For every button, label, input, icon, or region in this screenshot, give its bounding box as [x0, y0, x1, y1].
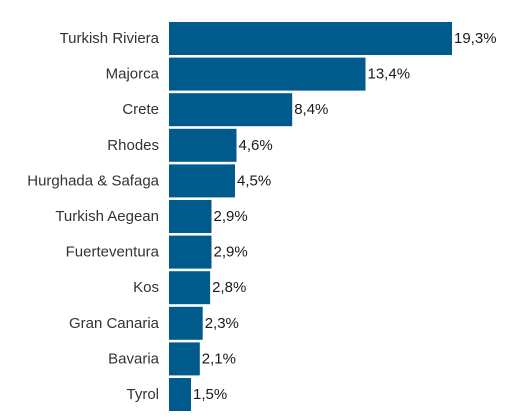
category-label: Turkish Riviera: [60, 30, 160, 47]
bar: [169, 93, 293, 127]
value-label: 2,9%: [214, 244, 248, 261]
value-label: 19,3%: [454, 30, 497, 47]
value-label: 4,6%: [239, 137, 273, 154]
bar: [169, 342, 200, 376]
value-label: 13,4%: [368, 66, 411, 83]
value-label: 1,5%: [193, 386, 227, 403]
value-label: 2,9%: [214, 208, 248, 225]
category-label: Kos: [133, 279, 159, 296]
category-label: Majorca: [106, 66, 160, 83]
value-label: 2,1%: [202, 350, 236, 367]
bar: [169, 200, 212, 233]
category-label: Hurghada & Safaga: [27, 172, 159, 189]
value-label: 4,5%: [237, 172, 271, 189]
bar: [169, 235, 212, 269]
bar: [169, 22, 452, 55]
bar: [169, 306, 203, 340]
value-labels: 19,3% 13,4% 8,4% 4,6% 4,5% 2,9% 2,9% 2,8% 2,3% 2,…: [193, 30, 497, 403]
bar: [169, 128, 237, 162]
value-label: 8,4%: [294, 101, 328, 118]
category-label: Fuerteventura: [66, 244, 160, 261]
value-label: 2,8%: [212, 279, 246, 296]
bars-layer: [169, 22, 452, 411]
category-label: Turkish Aegean: [55, 208, 159, 225]
category-label: Tyrol: [126, 386, 159, 403]
bar: [169, 57, 366, 91]
value-label: 2,3%: [205, 315, 239, 332]
category-label: Crete: [122, 101, 159, 118]
category-label: Bavaria: [108, 350, 160, 367]
bar: [169, 164, 235, 198]
bar: [169, 378, 191, 411]
category-label: Rhodes: [107, 137, 159, 154]
bar: [169, 271, 211, 305]
category-label: Gran Canaria: [69, 315, 160, 332]
category-labels: Turkish Riviera Majorca Crete Rhodes Hurghad…: [27, 30, 159, 403]
